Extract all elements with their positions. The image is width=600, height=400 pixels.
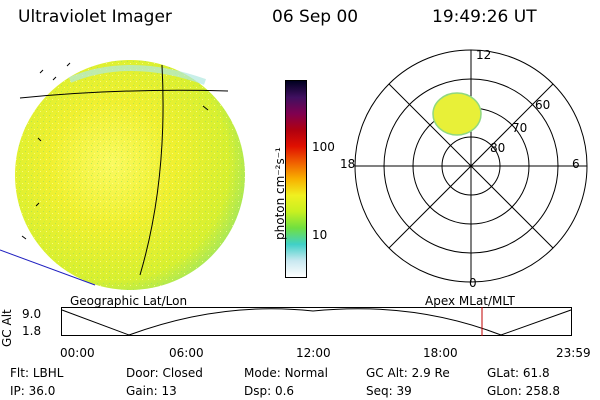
mlt-label-0: 0: [469, 276, 477, 290]
timeline-right-label: Apex MLat/MLT: [425, 294, 515, 308]
footer-door: Door: Closed: [126, 366, 203, 380]
timeline-plot: [61, 307, 572, 336]
footer-gain: Gain: 13: [126, 384, 177, 398]
footer-filter: Flt: LBHL: [10, 366, 64, 380]
mlat-label-80: 80: [490, 141, 505, 155]
footer-ip: IP: 36.0: [10, 384, 56, 398]
x-tick-2359: 23:59: [556, 346, 591, 360]
mlt-label-6: 6: [572, 157, 580, 171]
horizon-line: [0, 249, 96, 286]
footer-glat: GLat: 61.8: [487, 366, 550, 380]
mlat-label-60: 60: [535, 98, 550, 112]
disk-speckle: [15, 60, 245, 290]
date-label: 06 Sep 00: [272, 7, 359, 27]
footer-glon: GLon: 258.8: [487, 384, 560, 398]
colorbar-unit-label: photon cm⁻²s⁻¹: [273, 147, 287, 240]
auroral-emission-patch: [432, 92, 482, 136]
footer-mode: Mode: Normal: [244, 366, 328, 380]
colorbar-tick-10: 10: [312, 228, 328, 242]
time-label: 19:49:26 UT: [432, 7, 537, 27]
x-tick-1200: 12:00: [296, 346, 331, 360]
y-tick-9: 9.0: [22, 307, 42, 321]
instrument-title: Ultraviolet Imager: [18, 7, 172, 27]
timeline-left-label: Geographic Lat/Lon: [70, 294, 188, 308]
x-tick-1800: 18:00: [423, 346, 458, 360]
mlt-label-18: 18: [340, 157, 355, 171]
mlt-label-12: 12: [476, 48, 491, 62]
footer-dsp: Dsp: 0.6: [244, 384, 295, 398]
mlat-label-70: 70: [512, 121, 527, 135]
footer-seq: Seq: 39: [366, 384, 412, 398]
latitude-line: [19, 89, 229, 99]
polar-plot: 12 18 6 0 60 70 80: [340, 48, 588, 290]
longitude-line: [139, 64, 164, 276]
colorbar-tick-100: 100: [312, 140, 335, 154]
disk-limb-emission: [68, 65, 207, 85]
timeline-axis-title: GC Alt: [0, 309, 14, 347]
x-tick-0600: 06:00: [169, 346, 204, 360]
footer-gc-alt: GC Alt: 2.9 Re: [366, 366, 450, 380]
coastline-ticks: [21, 62, 209, 240]
x-tick-0000: 00:00: [60, 346, 95, 360]
timeline-frame: [61, 307, 572, 336]
altitude-curve: [61, 308, 572, 336]
axis-diagonal-2: [388, 83, 554, 249]
earth-disk-image: [0, 60, 245, 290]
y-tick-1-8: 1.8: [22, 324, 42, 338]
colorbar: [285, 80, 307, 278]
